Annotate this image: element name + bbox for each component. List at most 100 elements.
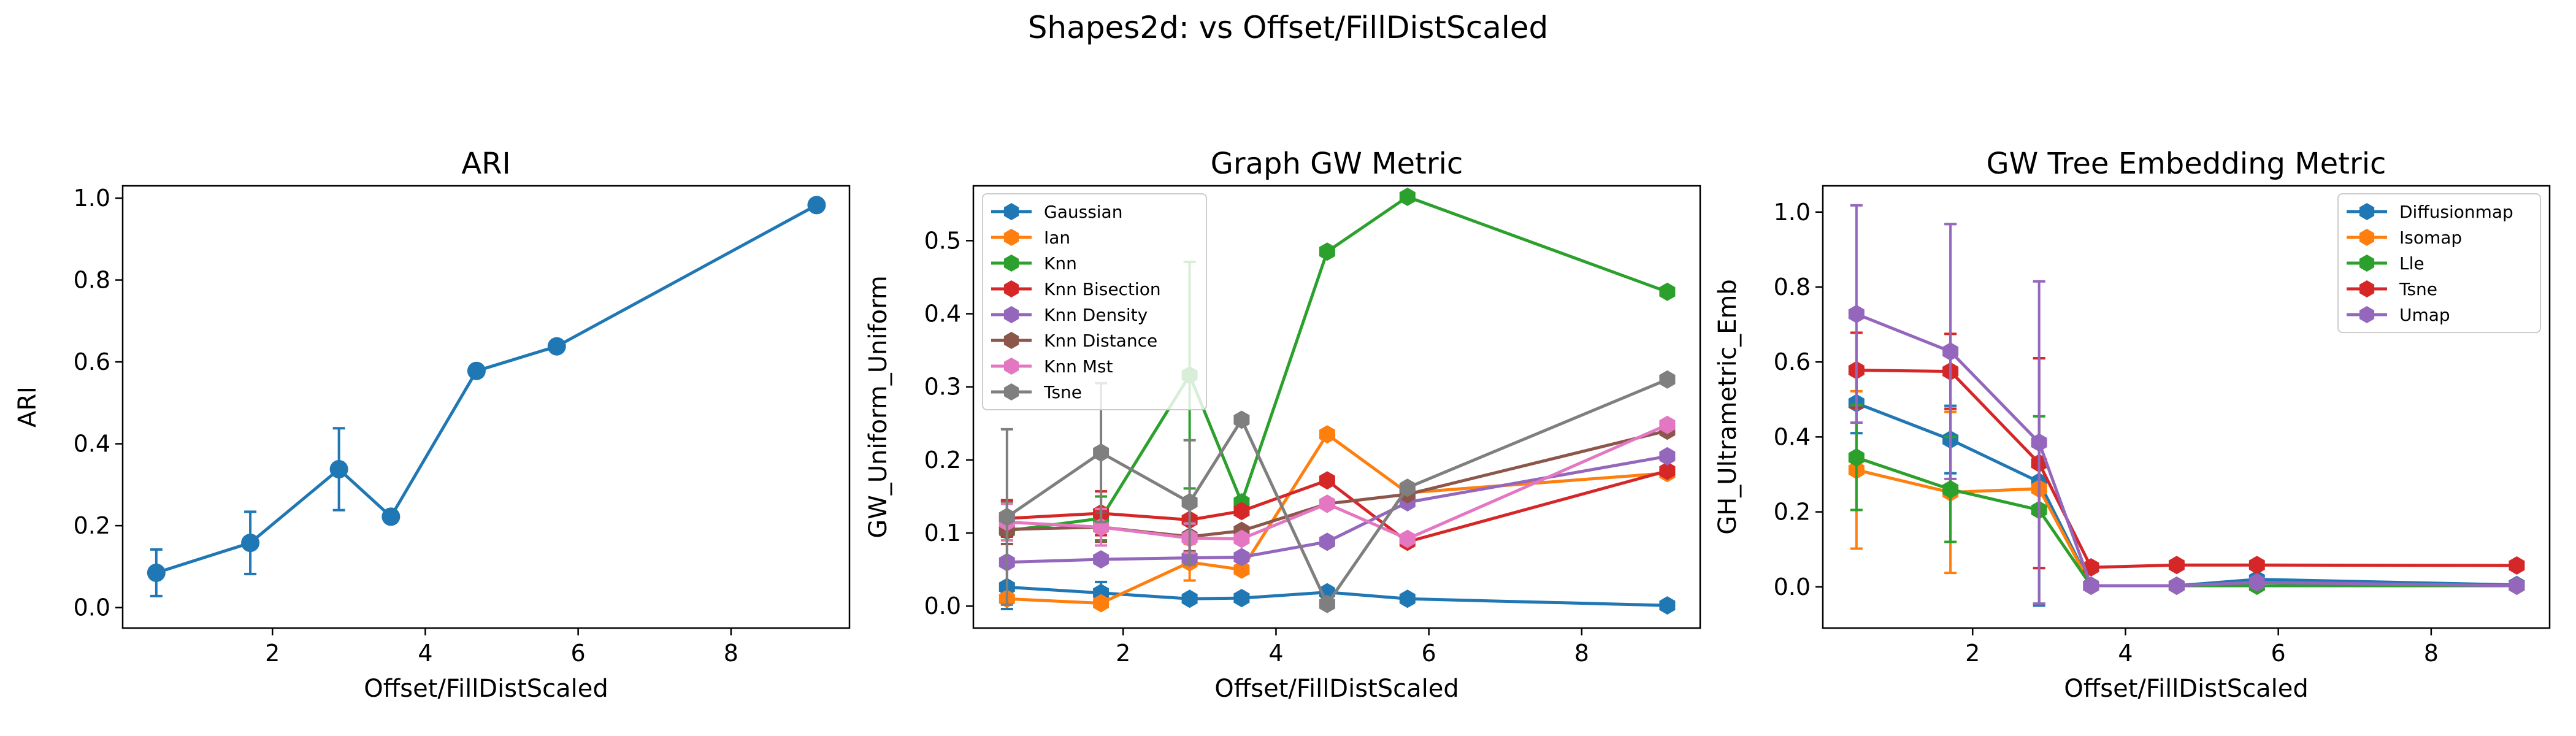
x-tick-label: 6 [571,640,586,667]
data-point [1093,550,1110,569]
data-point [1319,532,1335,551]
y-tick-label: 0.6 [1774,348,1811,375]
legend-marker [1003,203,1019,220]
legend-label: Umap [2399,305,2450,325]
series-umap [1848,204,2525,605]
y-tick-label: 0.4 [924,301,961,328]
legend-frame [2337,193,2541,333]
data-point [1319,425,1335,444]
x-tick-label: 8 [724,640,738,667]
data-point [1659,415,1676,434]
x-tick-label: 8 [1574,640,1589,667]
data-point [2168,556,2185,575]
x-tick-label: 6 [2271,640,2286,667]
legend: Gaussian Ian Knn Knn Bisection Knn Density Kn… [982,193,1207,410]
y-tick-label: 0.5 [924,227,961,254]
y-tick-label: 0.3 [924,374,961,401]
legend-label: Lle [2399,253,2425,274]
y-tick-label: 0.0 [1774,573,1811,600]
y-tick-label: 1.0 [74,185,110,212]
plot-frame [121,185,851,629]
x-tick-label: 4 [418,640,432,667]
data-point [1399,529,1416,548]
x-tick-label: 4 [2118,640,2133,667]
legend-frame [982,193,1207,410]
data-point [2031,433,2047,452]
series-line [156,204,818,575]
series-tsne [999,370,1676,613]
y-tick-label: 0.2 [924,447,961,473]
data-point [547,337,566,356]
data-point [1093,594,1110,613]
data-point [1399,187,1416,206]
legend-label: Knn Bisection [1044,279,1161,299]
y-tick-label: 0.2 [1774,499,1811,526]
x-tick-label: 4 [1268,640,1283,667]
data-point [1399,478,1416,497]
x-axis-label: Offset/FillDistScaled [2064,675,2309,703]
legend-marker [1003,255,1019,272]
legend-marker [2359,255,2375,272]
legend-marker [1003,280,1019,297]
data-point [329,459,348,478]
data-point [1659,370,1676,389]
data-point [1942,480,1959,499]
data-point [1319,242,1335,261]
x-axis-label: Offset/FillDistScaled [1214,675,1459,703]
data-point [1848,305,1865,323]
data-point [1942,342,1959,361]
data-point [1319,594,1335,613]
chart-panel-1: ARI 2 4 6 8 0.0 0.2 0.4 0.6 0.8 1.0 Offset/FillDist… [13,147,851,703]
legend-label: Gaussian [1044,202,1122,222]
data-point [2248,556,2265,575]
y-tick-label: 1.0 [1774,199,1811,226]
data-point [1659,282,1676,301]
legend-marker [2359,280,2375,297]
data-point [2509,556,2525,575]
legend-label: Tsne [1043,382,1082,402]
y-tick-label: 0.2 [74,512,110,539]
x-tick-label: 6 [1422,640,1436,667]
chart-title: ARI [461,147,510,181]
y-axis-label: GH_Ultrametric_Emb [1714,279,1742,535]
data-point [241,534,260,553]
y-axis-label: GW_Uniform_Uniform [864,275,892,539]
y-tick-label: 0.4 [74,431,110,458]
legend-marker [1003,306,1019,323]
legend-marker [2359,306,2375,323]
data-point [1093,443,1110,462]
y-tick-label: 0.4 [1774,423,1811,450]
data-point [1181,589,1198,608]
x-tick-label: 2 [1116,640,1130,667]
data-point [999,507,1015,526]
data-point [1319,471,1335,490]
chart-panel-2: Graph GW Metric 2 4 6 8 0.0 0.1 0.2 0.3 0.4 0.5 Off… [864,147,1701,703]
data-point [2168,577,2185,595]
plot-frame [972,185,1701,629]
legend-marker [2359,229,2375,246]
data-point [1659,461,1676,480]
data-point [2248,573,2265,592]
data-point [1233,502,1250,521]
legend-marker [1003,358,1019,375]
y-tick-label: 0.1 [924,519,961,546]
series-line [1856,369,2517,569]
legend-marker [2359,203,2375,220]
data-point [1233,560,1250,579]
legend-label: Diffusionmap [2399,202,2513,222]
x-tick-label: 2 [265,640,280,667]
data-point [381,507,401,526]
data-point [1399,589,1416,608]
data-point [1659,447,1676,466]
data-point [1659,596,1676,615]
y-tick-label: 0.6 [74,348,110,375]
y-tick-label: 0.0 [74,594,110,621]
legend-label: Isomap [2399,228,2462,248]
legend-label: Knn [1044,253,1077,274]
plot-frame [1822,185,2551,629]
y-tick-label: 0.0 [924,592,961,619]
data-point [1319,494,1335,513]
series-1 [147,196,826,597]
y-tick-label: 0.8 [1774,274,1811,301]
